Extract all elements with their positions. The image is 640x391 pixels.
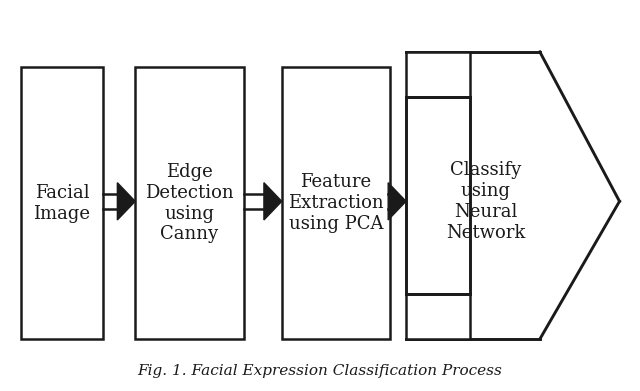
Text: Classify
using
Neural
Network: Classify using Neural Network <box>446 161 525 242</box>
Polygon shape <box>388 183 406 220</box>
Bar <box>135 67 244 339</box>
Polygon shape <box>117 183 135 220</box>
Bar <box>406 294 470 339</box>
Text: Fig. 1. Facial Expression Classification Process: Fig. 1. Facial Expression Classification… <box>138 364 502 378</box>
Text: Facial
Image: Facial Image <box>33 184 90 222</box>
Bar <box>20 67 103 339</box>
Bar <box>282 67 390 339</box>
Text: Edge
Detection
using
Canny: Edge Detection using Canny <box>145 163 234 244</box>
Bar <box>406 52 470 97</box>
Text: Feature
Extraction
using PCA: Feature Extraction using PCA <box>288 174 384 233</box>
Polygon shape <box>264 183 282 220</box>
